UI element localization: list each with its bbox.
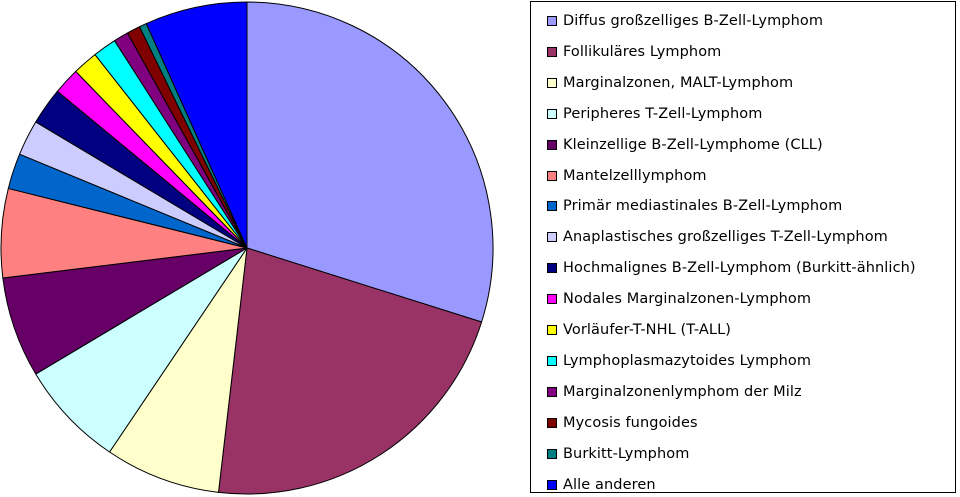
legend-swatch <box>547 417 557 428</box>
pie-slice <box>35 247 248 453</box>
legend-label: Lymphoplasmazytoides Lymphom <box>563 352 812 369</box>
pie-slice <box>145 1 248 249</box>
legend-label: Burkitt-Lymphom <box>563 445 690 462</box>
pie-slice <box>109 247 248 493</box>
legend-swatch <box>547 201 557 212</box>
legend-label: Mycosis fungoides <box>563 414 698 431</box>
legend-swatch <box>547 16 557 26</box>
legend-item: Peripheres T-Zell-Lymphom <box>547 104 762 124</box>
legend-item: Hochmalignes B-Zell-Lymphom (Burkitt-ähn… <box>547 258 916 278</box>
legend-label: Vorläufer-T-NHL (T-ALL) <box>563 322 732 338</box>
legend-label: Follikuläres Lymphom <box>563 43 722 60</box>
chart-legend: Diffus großzelliges B-Zell-Lymphom Follik… <box>530 1 956 493</box>
legend-swatch <box>547 108 557 119</box>
legend-swatch <box>547 77 557 88</box>
legend-swatch <box>547 479 557 490</box>
pie-slice <box>218 247 483 495</box>
legend-swatch <box>547 46 557 57</box>
legend-swatch <box>547 355 557 366</box>
legend-swatch <box>547 232 557 243</box>
legend-item: Kleinzellige B-Zell-Lymphome (CLL) <box>547 135 823 155</box>
legend-label: Primär mediastinales B-Zell-Lymphom <box>563 198 843 215</box>
pie-slice <box>246 1 494 323</box>
legend-item: Alle anderen <box>547 475 656 495</box>
legend-item: Vorläufer-T-NHL (T-ALL) <box>547 320 731 340</box>
legend-label: Marginalzonenlymphom der Milz <box>563 383 802 400</box>
legend-item: Anaplastisches großzelliges T-Zell-Lymph… <box>547 227 888 247</box>
legend-item: Marginalzonen, MALT-Lymphom <box>547 73 793 93</box>
legend-item: Follikuläres Lymphom <box>547 42 721 62</box>
legend-label: Anaplastisches großzelliges T-Zell-Lymph… <box>563 229 888 246</box>
pie-chart <box>0 1 494 495</box>
legend-item: Lymphoplasmazytoides Lymphom <box>547 351 811 371</box>
legend-item: Nodales Marginalzonen-Lymphom <box>547 289 811 309</box>
legend-swatch <box>547 386 557 397</box>
legend-label: Nodales Marginalzonen-Lymphom <box>563 291 812 308</box>
legend-swatch <box>547 139 557 150</box>
legend-item: Mantelzelllymphom <box>547 166 707 186</box>
legend-label: Diffus großzelliges B-Zell-Lymphom <box>563 13 824 29</box>
legend-label: Marginalzonen, MALT-Lymphom <box>563 74 794 91</box>
legend-label: Kleinzellige B-Zell-Lymphome (CLL) <box>563 136 823 153</box>
legend-label: Alle anderen <box>563 476 656 493</box>
legend-swatch <box>547 294 557 305</box>
legend-item: Burkitt-Lymphom <box>547 444 689 464</box>
legend-item: Marginalzonenlymphom der Milz <box>547 382 802 402</box>
legend-swatch <box>547 448 557 459</box>
legend-swatch <box>547 263 557 274</box>
legend-label: Mantelzelllymphom <box>563 167 707 184</box>
legend-label: Peripheres T-Zell-Lymphom <box>563 105 763 122</box>
legend-item: Primär mediastinales B-Zell-Lymphom <box>547 196 842 216</box>
legend-swatch <box>547 325 557 335</box>
legend-label: Hochmalignes B-Zell-Lymphom (Burkitt-ähn… <box>563 260 916 277</box>
legend-item: Diffus großzelliges B-Zell-Lymphom <box>547 11 823 31</box>
legend-swatch <box>547 170 557 181</box>
legend-item: Mycosis fungoides <box>547 413 698 433</box>
